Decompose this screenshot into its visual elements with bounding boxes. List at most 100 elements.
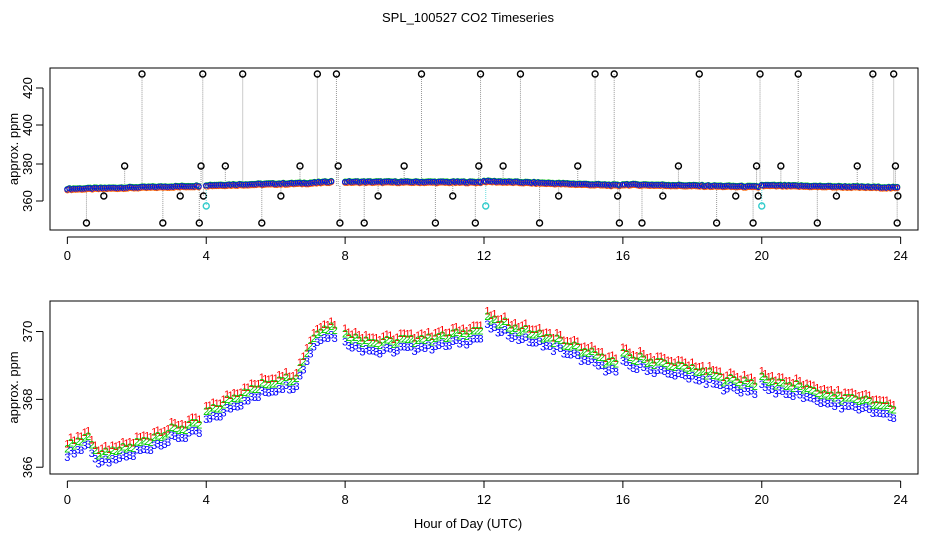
series-3-point: 3 xyxy=(620,356,626,368)
series-1-point: 1 xyxy=(123,438,129,450)
series-2-point: 2 xyxy=(811,386,817,398)
series-3-point: 3 xyxy=(432,341,438,353)
series-3-point: 3 xyxy=(450,336,456,348)
series-2-point: 2 xyxy=(276,375,282,387)
series-3-point: 3 xyxy=(766,385,772,397)
series-2-point: 2 xyxy=(432,333,438,345)
series-2-point: 2 xyxy=(443,333,449,345)
series-1-point: 1 xyxy=(141,430,147,442)
series-2-point: 2 xyxy=(172,423,178,435)
series-1-point: 1 xyxy=(425,326,431,338)
series-1-point: 1 xyxy=(477,320,483,332)
series-1-point: 1 xyxy=(89,434,95,446)
series-1-point: 1 xyxy=(471,320,477,332)
series-3-point: 3 xyxy=(634,364,640,376)
series-3-point: 3 xyxy=(488,323,494,335)
series-3-point: 3 xyxy=(658,365,664,377)
series-1-point: 1 xyxy=(585,342,591,354)
y-tick-label: 420 xyxy=(20,77,35,99)
series-1-point: 1 xyxy=(644,352,650,364)
series-2-point: 2 xyxy=(207,405,213,417)
spike-minor-point xyxy=(449,192,457,200)
series-2-point: 2 xyxy=(273,378,279,390)
series-2-point: 2 xyxy=(620,348,626,360)
series-1-point: 1 xyxy=(172,417,178,429)
series-1-point: 1 xyxy=(311,328,317,340)
series-1-point: 1 xyxy=(460,323,466,335)
series-3-point: 3 xyxy=(863,402,869,414)
series-3-point: 3 xyxy=(314,337,320,349)
series-2-point: 2 xyxy=(710,370,716,382)
series-3-point: 3 xyxy=(425,340,431,352)
series-1-point: 1 xyxy=(877,394,883,406)
series-2-point: 2 xyxy=(297,362,303,374)
series-1-point: 1 xyxy=(370,332,376,344)
series-3-point: 3 xyxy=(210,410,216,422)
series-2-point: 2 xyxy=(99,448,105,460)
series-2-point: 2 xyxy=(821,389,827,401)
series-1-point: 1 xyxy=(734,371,740,383)
spike-mid-point xyxy=(891,162,900,170)
series-3-point: 3 xyxy=(804,391,810,403)
series-2-point: 2 xyxy=(71,440,77,452)
series-3-point: 3 xyxy=(793,386,799,398)
series-1-point: 1 xyxy=(328,316,334,328)
spike-low-point xyxy=(360,219,368,227)
series-1-point: 1 xyxy=(255,379,261,391)
series-1-point: 1 xyxy=(550,332,556,344)
series-2-point: 2 xyxy=(686,365,692,377)
series-1-point: 1 xyxy=(596,347,602,359)
x-tick-label: 12 xyxy=(477,248,491,263)
series-2-point: 2 xyxy=(436,332,442,344)
series-1-point: 1 xyxy=(519,320,525,332)
series-3-point: 3 xyxy=(446,340,452,352)
series-1-point: 1 xyxy=(856,391,862,403)
series-1-point: 1 xyxy=(207,400,213,412)
series-3-point: 3 xyxy=(318,335,324,347)
series-3-point: 3 xyxy=(82,441,88,453)
spike-minor-point xyxy=(100,192,108,200)
series-3-point: 3 xyxy=(741,383,747,395)
series-3-point: 3 xyxy=(665,369,671,381)
series-3-point: 3 xyxy=(123,452,129,464)
series-3-point: 3 xyxy=(776,385,782,397)
series-2-point: 2 xyxy=(92,445,98,457)
series-1-point: 1 xyxy=(196,414,202,426)
series-3-point: 3 xyxy=(724,384,730,396)
series-2-point: 2 xyxy=(863,394,869,406)
series-1-point: 1 xyxy=(297,357,303,369)
y-tick-label: 380 xyxy=(20,153,35,175)
series-1-point: 1 xyxy=(259,372,265,384)
series-3-point: 3 xyxy=(568,350,574,362)
series-2-point: 2 xyxy=(165,429,171,441)
series-2-point: 2 xyxy=(471,325,477,337)
series-2-point: 2 xyxy=(182,425,188,437)
series-2-point: 2 xyxy=(109,445,115,457)
series-1-point: 1 xyxy=(168,416,174,428)
series-3-point: 3 xyxy=(127,450,133,462)
series-3-point: 3 xyxy=(533,337,539,349)
series-3-point: 3 xyxy=(311,341,317,353)
cyan-point xyxy=(758,202,766,210)
series-1-point: 1 xyxy=(446,327,452,339)
series-1-point: 1 xyxy=(682,357,688,369)
top-panel: 0 4 8 12 16 20 24 360 380 400 420 approx. ppm xyxy=(6,67,919,263)
series-2-point: 2 xyxy=(78,437,84,449)
x-tick-label: 8 xyxy=(342,248,349,263)
series-2-point: 2 xyxy=(679,361,685,373)
spike-low-point xyxy=(813,219,822,227)
series-3-point: 3 xyxy=(651,368,657,380)
series-3-point: 3 xyxy=(387,344,393,356)
series-2-point: 2 xyxy=(512,323,518,335)
series-3-point: 3 xyxy=(519,334,525,346)
series-1-point: 1 xyxy=(891,399,897,411)
series-1-point: 1 xyxy=(627,347,633,359)
series-2-point: 2 xyxy=(734,377,740,389)
series-2-point: 2 xyxy=(488,315,494,327)
series-1-point: 1 xyxy=(786,375,792,387)
series-2-point: 2 xyxy=(877,400,883,412)
series-3-point: 3 xyxy=(835,398,841,410)
series-3-point: 3 xyxy=(797,389,803,401)
series-2-point: 2 xyxy=(832,393,838,405)
